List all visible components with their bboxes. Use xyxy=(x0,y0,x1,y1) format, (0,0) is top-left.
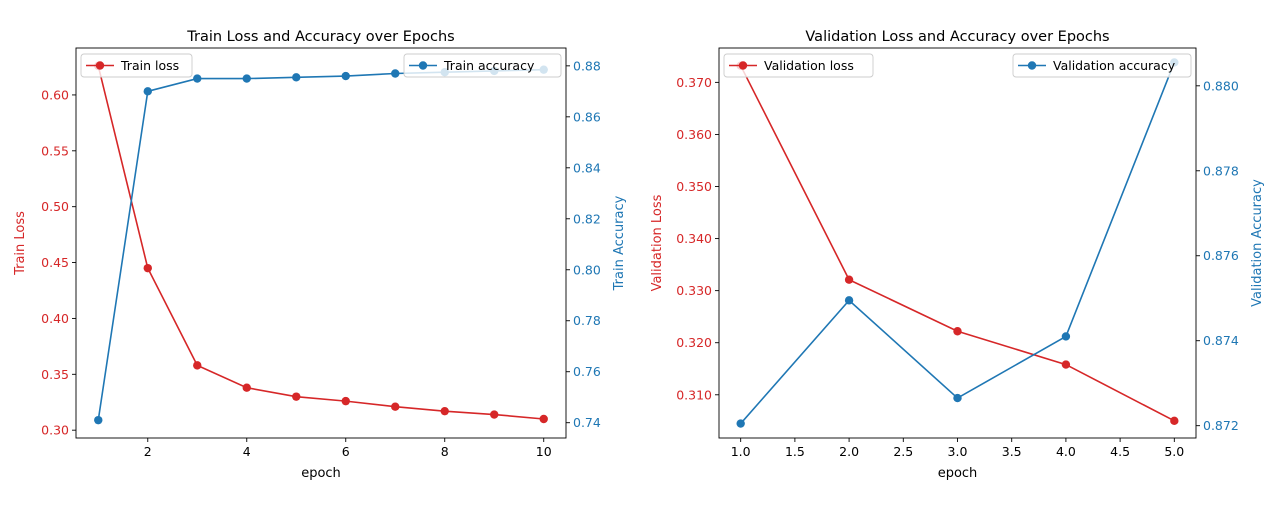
data-point-loss xyxy=(341,396,350,406)
x-tick-label: 4.5 xyxy=(1110,444,1130,459)
y-right-tick-label: 0.86 xyxy=(573,109,601,124)
y-right-tick-label: 0.74 xyxy=(573,415,601,430)
y-right-tick-label: 0.878 xyxy=(1203,163,1239,178)
chart-title: Validation Loss and Accuracy over Epochs xyxy=(805,29,1109,45)
y-left-tick-label: 0.45 xyxy=(41,255,69,270)
legend-accuracy: Train accuracy xyxy=(403,53,562,78)
x-tick-label: 2 xyxy=(144,444,152,459)
legend-box xyxy=(403,53,562,78)
data-point-loss xyxy=(193,361,202,370)
y-left-tick-label: 0.35 xyxy=(41,367,69,382)
legend-box xyxy=(80,53,193,78)
data-point-accuracy xyxy=(844,296,854,305)
y-right-tick-label: 0.80 xyxy=(573,262,601,277)
legend-label: Train loss xyxy=(120,58,179,73)
data-point-loss xyxy=(490,410,499,419)
x-tick-label: 2.0 xyxy=(839,444,859,459)
series-line-accuracy xyxy=(97,68,544,421)
series-line-loss xyxy=(739,65,1175,422)
data-point-loss xyxy=(242,383,251,392)
y-left-tick-label: 0.320 xyxy=(676,335,712,350)
y-left-tick-label: 0.360 xyxy=(676,127,712,142)
y-left-tick-label: 0.340 xyxy=(676,231,712,246)
x-tick-label: 3.5 xyxy=(1002,444,1022,459)
data-point-accuracy xyxy=(242,74,251,83)
legend-label: Validation loss xyxy=(764,58,854,73)
data-point-loss xyxy=(1061,360,1071,369)
series-line-accuracy xyxy=(740,62,1176,425)
y-right-tick-label: 0.880 xyxy=(1203,78,1239,93)
legend-box xyxy=(723,53,874,78)
x-tick-label: 10 xyxy=(536,444,552,459)
y-right-tick-label: 0.872 xyxy=(1203,418,1239,433)
y-right-tick-label: 0.876 xyxy=(1203,248,1239,263)
x-tick-label: 1.0 xyxy=(731,444,751,459)
legend-label: Train accuracy xyxy=(443,58,535,73)
x-axis-label: epoch xyxy=(301,466,341,481)
data-point-accuracy xyxy=(143,87,152,96)
series-line-loss xyxy=(97,65,544,420)
chart-title: Train Loss and Accuracy over Epochs xyxy=(186,29,454,45)
legend-marker xyxy=(738,61,748,70)
data-point-loss xyxy=(292,392,301,401)
x-tick-label: 2.5 xyxy=(893,444,913,459)
y-right-tick-label: 0.84 xyxy=(573,160,601,175)
x-tick-label: 3.0 xyxy=(948,444,968,459)
data-point-accuracy xyxy=(292,73,301,82)
legend-marker xyxy=(1027,61,1037,70)
x-tick-label: 4 xyxy=(243,444,251,459)
y-left-tick-label: 0.330 xyxy=(676,283,712,298)
y-left-tick-label: 0.50 xyxy=(41,199,69,214)
subplot-1: Train Loss and Accuracy over Epochs 2 4 6 8 1… xyxy=(13,29,627,481)
y-left-tick-label: 0.55 xyxy=(41,143,69,158)
y-left-tick-label: 0.310 xyxy=(676,387,712,402)
x-tick-label: 1.5 xyxy=(785,444,805,459)
legend-loss: Validation loss xyxy=(723,53,874,78)
data-point-loss xyxy=(391,402,400,411)
plot-frame xyxy=(718,47,1197,439)
x-axis-label: epoch xyxy=(938,466,978,481)
y-left-axis-label: Validation Loss xyxy=(650,194,665,291)
data-point-accuracy xyxy=(953,393,962,403)
x-tick-label: 8 xyxy=(441,444,449,459)
y-right-tick-label: 0.78 xyxy=(573,313,601,328)
y-right-tick-label: 0.874 xyxy=(1203,333,1239,348)
y-left-tick-label: 0.370 xyxy=(676,75,712,90)
data-point-accuracy xyxy=(94,415,103,425)
data-point-accuracy xyxy=(391,69,400,78)
y-right-tick-label: 0.82 xyxy=(573,211,601,226)
data-point-loss xyxy=(539,414,548,424)
legend-box xyxy=(1012,53,1192,78)
data-point-accuracy xyxy=(1061,332,1071,341)
y-left-tick-label: 0.40 xyxy=(41,311,69,326)
data-point-accuracy xyxy=(736,419,745,428)
x-tick-label: 4.0 xyxy=(1056,444,1076,459)
data-point-loss xyxy=(1170,416,1179,426)
x-tick-label: 6 xyxy=(342,444,350,459)
legend-loss: Train loss xyxy=(80,53,193,78)
data-point-loss xyxy=(143,263,152,273)
y-right-tick-label: 0.88 xyxy=(573,58,601,73)
data-point-accuracy xyxy=(341,71,350,81)
subplot-2: Validation Loss and Accuracy over Epochs… xyxy=(650,29,1265,481)
y-left-tick-label: 0.30 xyxy=(41,423,69,438)
data-point-loss xyxy=(953,327,962,336)
data-point-accuracy xyxy=(193,74,202,83)
y-left-tick-label: 0.350 xyxy=(676,179,712,194)
legend-accuracy: Validation accuracy xyxy=(1012,53,1192,78)
plot-frame xyxy=(75,47,567,439)
data-point-loss xyxy=(844,275,854,284)
x-tick-label: 5.0 xyxy=(1164,444,1184,459)
y-left-axis-label: Train Loss xyxy=(13,211,28,276)
legend-marker xyxy=(95,61,105,70)
y-right-axis-label: Validation Accuracy xyxy=(1250,179,1265,307)
data-point-loss xyxy=(440,406,449,416)
y-right-tick-label: 0.76 xyxy=(573,364,601,379)
legend-marker xyxy=(418,61,428,70)
legend-label: Validation accuracy xyxy=(1053,58,1176,73)
y-right-axis-label: Train Accuracy xyxy=(612,195,627,291)
y-left-tick-label: 0.60 xyxy=(41,87,69,102)
